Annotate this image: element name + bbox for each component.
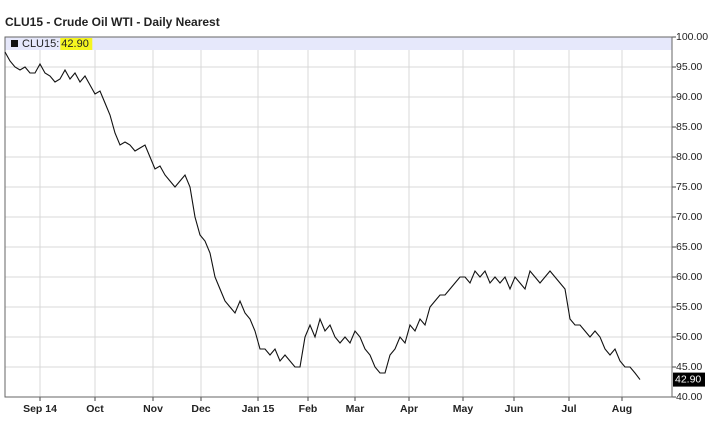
- x-tick-label: Apr: [400, 403, 418, 415]
- y-tick-label: 50.00: [676, 331, 702, 343]
- y-tick-label: 65.00: [676, 241, 702, 253]
- y-tick-label: 90.00: [676, 91, 702, 103]
- price-line: [4, 51, 641, 380]
- x-tick-label: Nov: [143, 403, 163, 415]
- last-value-label: 42.90: [675, 373, 701, 385]
- x-tick-label: Mar: [346, 403, 365, 415]
- x-tick-label: Feb: [299, 403, 318, 415]
- x-tick-label: Jun: [505, 403, 524, 415]
- legend-value-bg: [60, 38, 93, 50]
- legend-band: [5, 37, 672, 50]
- y-tick-label: 95.00: [676, 61, 702, 73]
- y-tick-label: 75.00: [676, 181, 702, 193]
- last-value-box: [673, 372, 705, 387]
- legend-swatch: [11, 40, 18, 47]
- x-tick-label: Sep 14: [23, 403, 57, 415]
- y-tick-label: 55.00: [676, 301, 702, 313]
- y-tick-label: 45.00: [676, 361, 702, 373]
- x-tick-label: Oct: [86, 403, 104, 415]
- chart-title: CLU15 - Crude Oil WTI - Daily Nearest: [5, 15, 220, 29]
- plot-frame: [4, 36, 673, 398]
- y-tick-label: 80.00: [676, 151, 702, 163]
- x-tick-label: May: [453, 403, 474, 415]
- y-tick-label: 60.00: [676, 271, 702, 283]
- x-tick-label: Dec: [191, 403, 210, 415]
- y-tick-label: 100.00: [676, 31, 708, 43]
- y-tick-label: 40.00: [676, 391, 702, 403]
- x-tick-label: Jan 15: [242, 403, 275, 415]
- legend-label: CLU15:: [22, 38, 59, 50]
- y-tick-label: 85.00: [676, 121, 702, 133]
- x-tick-label: Jul: [561, 403, 576, 415]
- legend-value: 42.90: [61, 38, 89, 50]
- x-tick-label: Aug: [612, 403, 632, 415]
- y-tick-label: 70.00: [676, 211, 702, 223]
